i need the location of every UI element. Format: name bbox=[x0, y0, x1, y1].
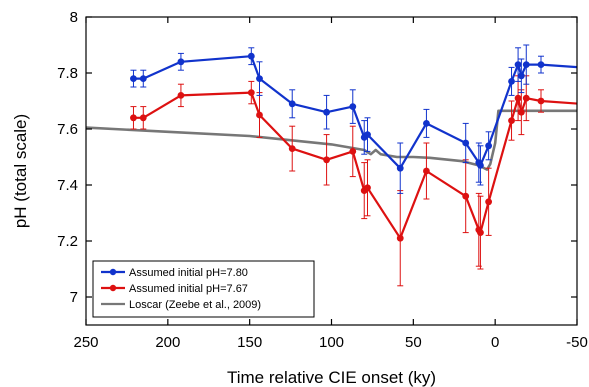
data-point bbox=[349, 148, 357, 155]
x-tick-label: 50 bbox=[405, 334, 422, 351]
data-point bbox=[256, 75, 263, 82]
series-0 bbox=[130, 44, 577, 194]
data-point bbox=[247, 89, 255, 96]
series-2 bbox=[86, 109, 577, 171]
data-point bbox=[522, 61, 530, 68]
y-tick-label: 8 bbox=[70, 9, 78, 26]
legend-box bbox=[92, 260, 315, 318]
series-line bbox=[133, 91, 577, 240]
data-point bbox=[364, 184, 371, 192]
legend-marker bbox=[109, 268, 117, 276]
series-line bbox=[133, 55, 577, 170]
y-axis-title: pH (total scale) bbox=[11, 114, 30, 228]
data-point bbox=[537, 97, 545, 105]
data-point bbox=[323, 156, 330, 164]
data-point bbox=[522, 94, 530, 102]
data-point bbox=[139, 114, 147, 122]
x-tick-label: 250 bbox=[73, 334, 98, 351]
legend-label: Assumed initial pH=7.67 bbox=[129, 283, 248, 295]
data-point bbox=[508, 117, 515, 124]
data-point bbox=[130, 75, 137, 82]
data-point bbox=[485, 142, 493, 150]
data-point bbox=[423, 120, 430, 127]
data-point bbox=[323, 108, 330, 116]
y-tick-label: 7.4 bbox=[57, 177, 78, 194]
data-point bbox=[514, 94, 522, 102]
data-point bbox=[514, 61, 522, 68]
data-point bbox=[423, 167, 430, 175]
legend-marker bbox=[109, 284, 117, 292]
data-point bbox=[396, 234, 404, 242]
data-point bbox=[247, 52, 255, 60]
data-layer bbox=[86, 44, 577, 287]
data-point bbox=[517, 108, 525, 116]
data-point bbox=[256, 111, 263, 119]
y-tick-label: 7.2 bbox=[57, 233, 78, 250]
data-point bbox=[485, 198, 493, 206]
series-1 bbox=[130, 75, 577, 287]
data-point bbox=[139, 75, 147, 82]
x-axis-title: Time relative CIE onset (ky) bbox=[227, 368, 436, 387]
data-point bbox=[517, 72, 525, 80]
legend-label: Assumed initial pH=7.80 bbox=[129, 267, 248, 279]
y-tick-label: 7.8 bbox=[57, 65, 78, 82]
data-point bbox=[462, 139, 470, 147]
x-tick-label: 0 bbox=[491, 334, 499, 351]
data-point bbox=[364, 131, 371, 139]
ticks-layer: 250 200 150 100 50 0 -50 7 7.2 7.4 7.6 7.8 8 bbox=[57, 9, 588, 351]
x-tick-label: 200 bbox=[155, 334, 180, 351]
data-point bbox=[177, 92, 185, 99]
x-tick-label: 100 bbox=[319, 334, 344, 351]
x-tick-label: 150 bbox=[237, 334, 262, 351]
series-line bbox=[86, 109, 577, 171]
y-tick-label: 7.6 bbox=[57, 121, 78, 138]
legend: Assumed initial pH=7.80 Assumed initial p… bbox=[92, 260, 315, 318]
data-point bbox=[130, 114, 137, 122]
data-point bbox=[508, 78, 515, 85]
data-point bbox=[288, 145, 296, 153]
x-tick-label: -50 bbox=[566, 334, 588, 351]
data-point bbox=[349, 103, 357, 110]
data-point bbox=[537, 61, 545, 68]
legend-label: Loscar (Zeebe et al., 2009) bbox=[129, 299, 261, 311]
data-point bbox=[462, 192, 470, 200]
data-point bbox=[396, 164, 404, 172]
data-point bbox=[288, 100, 296, 108]
data-point bbox=[177, 58, 185, 66]
data-point bbox=[477, 162, 484, 169]
y-tick-label: 7 bbox=[70, 289, 78, 306]
data-point bbox=[477, 229, 484, 237]
